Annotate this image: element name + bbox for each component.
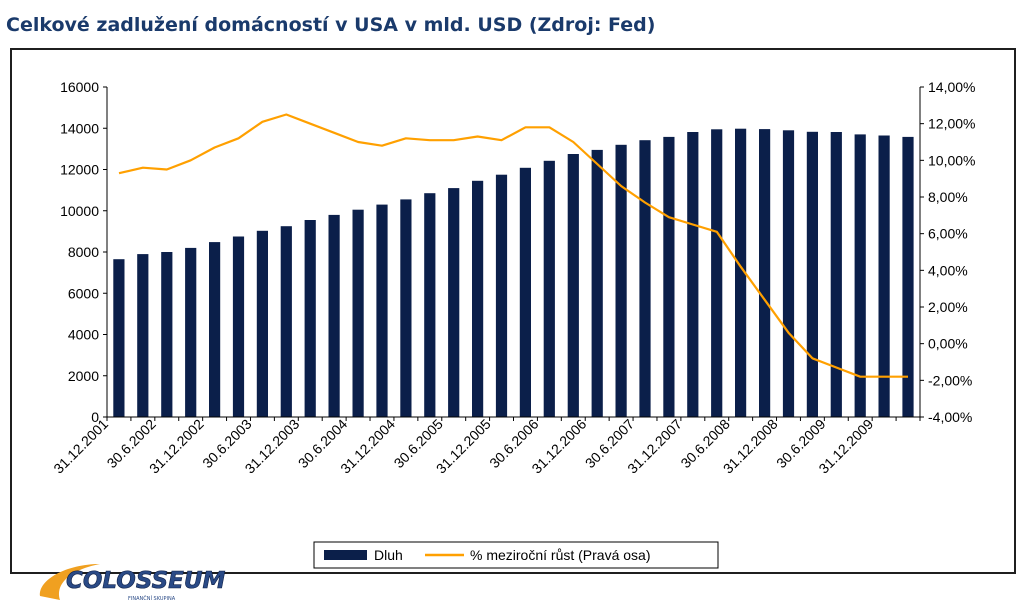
legend-label-dluh: Dluh: [374, 547, 403, 563]
line-layer: [118, 113, 908, 378]
right-tick-label: -4,00%: [928, 409, 972, 425]
logo-text: COLOSSEUM: [66, 568, 226, 594]
bar-dluh: [615, 144, 627, 418]
left-tick-label: 16000: [60, 79, 99, 95]
bar-dluh: [256, 230, 268, 417]
legend: Dluh % meziroční růst (Pravá osa): [313, 541, 719, 569]
left-tick-label: 4000: [68, 327, 99, 343]
legend-box: [313, 541, 719, 569]
bar-dluh: [806, 131, 818, 418]
bar-dluh: [424, 193, 436, 417]
right-tick-label: -2,00%: [928, 372, 972, 388]
bar-dluh: [161, 252, 173, 417]
bar-dluh: [735, 128, 747, 417]
bar-dluh: [376, 204, 388, 417]
bar-dluh: [567, 154, 579, 417]
colosseum-logo: COLOSSEUM FINANČNÍ SKUPINA: [39, 564, 226, 602]
bar-dluh: [854, 134, 866, 417]
logo-tagline: FINANČNÍ SKUPINA: [128, 595, 176, 602]
bar-dluh: [209, 242, 221, 417]
bar-dluh: [448, 188, 460, 417]
bar-dluh: [759, 129, 771, 417]
legend-label-rust: % meziroční růst (Pravá osa): [470, 547, 651, 563]
chart-frame: 0 2000 4000 6000 8000 10000 12000 14000 16000 -4,…: [10, 48, 1016, 602]
bar-dluh: [400, 199, 412, 417]
bar-dluh: [352, 209, 364, 417]
left-tick-label: 8000: [68, 244, 99, 260]
right-tick-label: 8,00%: [928, 189, 968, 205]
line-rust: [118, 113, 908, 378]
chart-title: Celkové zadlužení domácností v USA v mld…: [6, 14, 656, 36]
left-tick-label: 6000: [68, 285, 99, 301]
bar-dluh: [591, 149, 603, 417]
x-tick-label: 31.12.2001: [50, 416, 111, 477]
left-tick-label: 12000: [60, 162, 99, 178]
bar-dluh: [902, 136, 914, 417]
bar-dluh: [663, 136, 675, 417]
legend-swatch-dluh: [324, 550, 367, 560]
right-tick-label: 10,00%: [928, 152, 975, 168]
bar-dluh: [280, 226, 292, 417]
bar-dluh: [711, 129, 723, 418]
bar-dluh: [185, 247, 197, 417]
bar-dluh: [878, 135, 890, 417]
right-tick-label: 12,00%: [928, 116, 975, 132]
bar-dluh: [328, 214, 340, 417]
right-tick-label: 14,00%: [928, 79, 975, 95]
left-tick-label: 2000: [68, 368, 99, 384]
bar-dluh: [519, 167, 531, 417]
bar-dluh: [472, 180, 484, 417]
left-tick-label: 14000: [60, 120, 99, 136]
bars-layer: [113, 128, 914, 418]
right-tick-label: 0,00%: [928, 336, 968, 352]
bar-dluh: [137, 254, 149, 417]
right-tick-label: 6,00%: [928, 226, 968, 242]
bar-dluh: [543, 160, 555, 418]
right-tick-label: 2,00%: [928, 299, 968, 315]
chart-canvas: 0 2000 4000 6000 8000 10000 12000 14000 16000 -4,…: [50, 79, 975, 569]
bar-dluh: [782, 130, 795, 418]
right-tick-label: 4,00%: [928, 262, 968, 278]
bar-dluh: [113, 259, 125, 417]
bar-dluh: [830, 132, 842, 417]
left-tick-label: 0: [91, 409, 99, 425]
left-tick-label: 10000: [60, 203, 99, 219]
bar-dluh: [639, 140, 651, 417]
bar-dluh: [687, 132, 699, 417]
bar-dluh: [232, 236, 245, 417]
bar-dluh: [495, 174, 508, 417]
bar-dluh: [304, 220, 316, 417]
